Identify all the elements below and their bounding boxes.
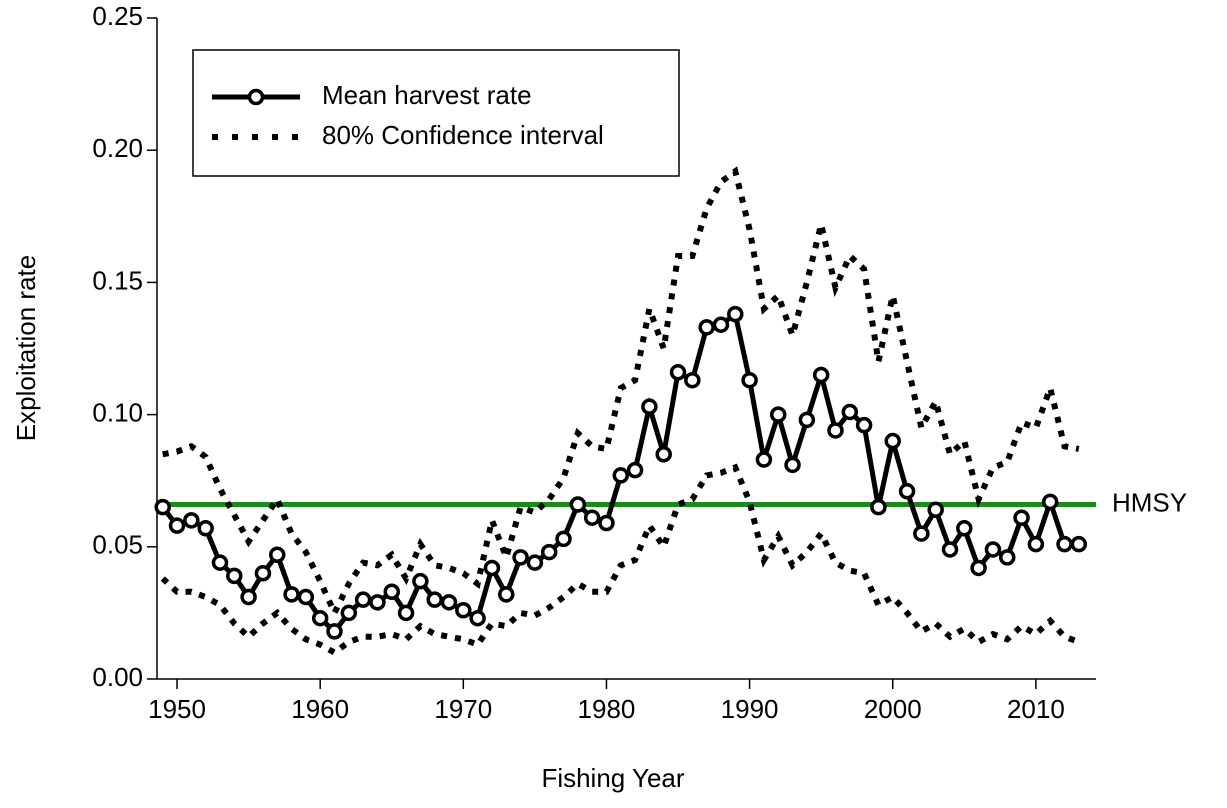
x-tick-label: 1950 xyxy=(148,694,206,724)
point xyxy=(956,520,973,537)
point xyxy=(254,564,272,582)
point xyxy=(197,520,214,537)
point xyxy=(440,594,458,611)
point xyxy=(526,554,544,571)
y-axis-label: Exploitation rate xyxy=(11,255,41,441)
point xyxy=(211,554,229,571)
point xyxy=(598,514,615,532)
point xyxy=(297,588,315,606)
ci-upper-line xyxy=(162,166,1080,620)
point xyxy=(397,604,415,622)
point xyxy=(168,517,186,534)
y-tick-label: 0.10 xyxy=(92,397,143,427)
point xyxy=(512,549,529,566)
x-tick-label: 1960 xyxy=(291,694,349,724)
point xyxy=(569,496,587,513)
point xyxy=(369,594,386,611)
point xyxy=(913,525,930,542)
reference-label: HMSY xyxy=(1112,487,1187,517)
point xyxy=(984,541,1002,558)
x-axis-label: Fishing Year xyxy=(541,763,684,793)
point xyxy=(684,371,701,389)
point xyxy=(827,422,844,439)
point xyxy=(268,546,286,563)
point xyxy=(855,416,873,434)
point xyxy=(870,498,887,516)
x-tick-label: 1980 xyxy=(578,694,636,724)
point xyxy=(755,451,773,468)
point xyxy=(884,432,901,450)
y-tick-label: 0.00 xyxy=(92,662,143,692)
point xyxy=(927,501,944,519)
point xyxy=(412,572,429,590)
point xyxy=(226,567,243,585)
point xyxy=(469,609,486,627)
y-tick-label: 0.25 xyxy=(92,1,143,31)
point xyxy=(1041,493,1059,511)
y-tick-label: 0.05 xyxy=(92,530,143,560)
point xyxy=(999,549,1016,566)
point xyxy=(311,609,329,627)
legend-marker xyxy=(247,88,265,106)
point xyxy=(798,411,816,429)
point xyxy=(1070,535,1088,553)
point xyxy=(727,305,744,323)
point xyxy=(941,541,959,558)
point xyxy=(354,591,372,608)
point xyxy=(784,456,801,474)
point xyxy=(326,623,343,640)
point xyxy=(655,446,672,463)
point xyxy=(669,364,687,381)
x-tick-label: 1970 xyxy=(434,694,492,724)
point xyxy=(1027,535,1045,553)
point xyxy=(240,588,257,606)
point xyxy=(712,316,730,333)
point xyxy=(841,403,859,421)
point xyxy=(183,512,200,529)
legend-box xyxy=(192,49,680,177)
point xyxy=(970,559,987,577)
point xyxy=(340,604,358,622)
y-tick-label: 0.15 xyxy=(92,265,143,295)
point xyxy=(540,543,558,561)
point xyxy=(812,366,830,384)
point xyxy=(741,371,758,389)
point xyxy=(583,509,601,526)
point xyxy=(383,583,400,600)
point xyxy=(1013,509,1030,526)
x-tick-label: 2010 xyxy=(1007,694,1065,724)
point xyxy=(498,586,515,603)
legend-label: Mean harvest rate xyxy=(322,80,532,110)
point xyxy=(626,461,644,479)
point xyxy=(612,467,630,484)
point xyxy=(769,406,787,423)
legend-label: 80% Confidence interval xyxy=(322,120,604,150)
point xyxy=(455,602,472,619)
point xyxy=(154,498,171,516)
y-tick-label: 0.20 xyxy=(92,133,143,163)
point xyxy=(1056,535,1073,553)
x-tick-label: 1990 xyxy=(721,694,779,724)
point xyxy=(483,559,501,577)
point xyxy=(555,530,572,548)
point xyxy=(283,586,300,603)
x-tick-label: 2000 xyxy=(864,694,922,724)
ci-lower-line xyxy=(160,463,1080,657)
point xyxy=(698,319,715,336)
point xyxy=(898,483,916,500)
point xyxy=(641,398,658,415)
point xyxy=(426,591,443,608)
